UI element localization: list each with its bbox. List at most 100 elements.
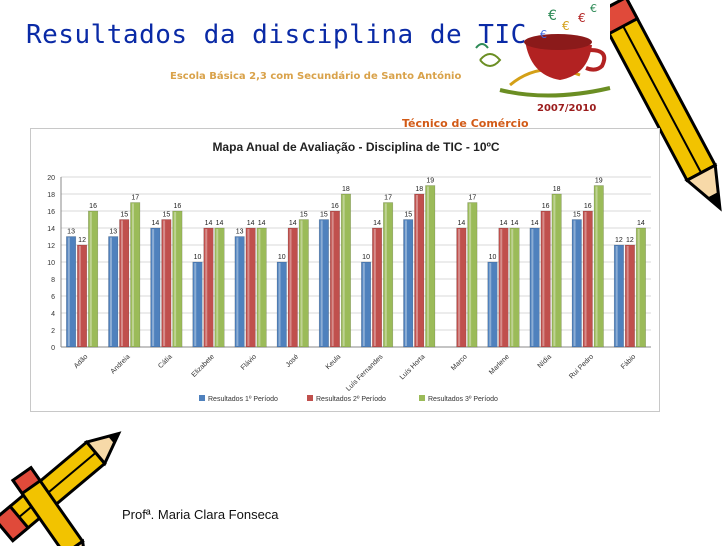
data-label: 16 [89,203,97,210]
bar [340,193,351,348]
bar-highlight [89,212,92,346]
bar [287,227,298,348]
bar [150,227,161,348]
data-label: 12 [626,237,634,244]
bar-highlight [258,229,261,346]
x-tick-label: Rui Pedro [568,353,595,380]
bar [414,193,425,348]
bar [298,219,309,348]
y-tick-label: 18 [47,192,55,199]
data-label: 14 [151,220,159,227]
bar-highlight [384,203,387,346]
data-label: 14 [258,220,266,227]
data-label: 16 [542,203,550,210]
svg-text:€: € [562,19,570,33]
teacup-money-clipart-icon: € € € € € [475,2,611,98]
data-label: 15 [320,212,328,219]
bar-highlight [584,212,587,346]
bar [329,210,340,348]
y-tick-label: 10 [47,260,55,267]
bar [77,244,88,348]
data-label: 14 [531,220,539,227]
bar-highlight [236,237,239,346]
bar [214,227,225,348]
y-tick-label: 16 [47,209,55,216]
bar-highlight [67,237,70,346]
x-tick-label: Cátia [157,353,174,370]
pencil-icon-top-right [610,0,722,212]
data-label: 14 [216,220,224,227]
bar-highlight [489,263,492,346]
pencil-icon-bottom-left [0,431,122,546]
bar-highlight [458,229,461,346]
bar-highlight [511,229,514,346]
bar [529,227,540,348]
svg-text:€: € [540,28,547,41]
bar-highlight [373,229,376,346]
legend-swatch [419,395,425,401]
bar-highlight [626,246,629,346]
data-label: 10 [362,254,370,261]
bar [383,202,394,348]
x-tick-label: Keula [325,353,343,371]
bar-highlight [342,195,345,346]
x-tick-label: Luís Fernandes [345,353,385,393]
bar-highlight [131,203,134,346]
x-tick-label: Flávio [240,353,258,371]
data-label: 10 [489,254,497,261]
data-label: 14 [205,220,213,227]
bar-highlight [573,220,576,346]
bar [372,227,383,348]
data-label: 14 [457,220,465,227]
svg-text:€: € [578,11,586,25]
bar-highlight [205,229,208,346]
bar [161,219,172,348]
bar [192,261,203,348]
x-tick-label: Marlene [488,353,511,376]
bar [540,210,551,348]
school-name: Escola Básica 2,3 com Secundário de Sant… [170,71,462,82]
bar-highlight [278,263,281,346]
data-label: 19 [595,178,603,185]
bar-highlight [152,229,155,346]
bar [624,244,635,348]
bar [66,236,77,348]
bar [276,261,287,348]
data-label: 13 [236,229,244,236]
bar [245,227,256,348]
bar-highlight [404,220,407,346]
bar [487,261,498,348]
data-label: 18 [415,186,423,193]
x-tick-label: Adão [73,353,90,370]
data-label: 14 [500,220,508,227]
bar-highlight [320,220,323,346]
x-tick-label: Fábio [620,353,637,370]
data-label: 14 [289,220,297,227]
bar [88,210,99,348]
bar-highlight [595,186,598,346]
y-tick-label: 4 [51,311,55,318]
bar-highlight [163,220,166,346]
data-label: 12 [78,237,86,244]
bar [613,244,624,348]
bar [467,202,478,348]
data-label: 16 [331,203,339,210]
bar [234,236,245,348]
bar [571,219,582,348]
bar-highlight [469,203,472,346]
svg-text:€: € [548,8,557,24]
course-name: Técnico de Comércio [402,117,529,130]
bar-highlight [216,229,219,346]
bar-highlight [174,212,177,346]
y-tick-label: 14 [47,226,55,233]
chart-frame: Mapa Anual de Avaliação - Disciplina de … [30,128,660,412]
bar-highlight [542,212,545,346]
bar-highlight [615,246,618,346]
bar-highlight [300,220,303,346]
bar-highlight [426,186,429,346]
bar-highlight [500,229,503,346]
bar [119,219,130,348]
legend-swatch [307,395,313,401]
y-tick-label: 6 [51,294,55,301]
y-tick-label: 0 [51,345,55,352]
